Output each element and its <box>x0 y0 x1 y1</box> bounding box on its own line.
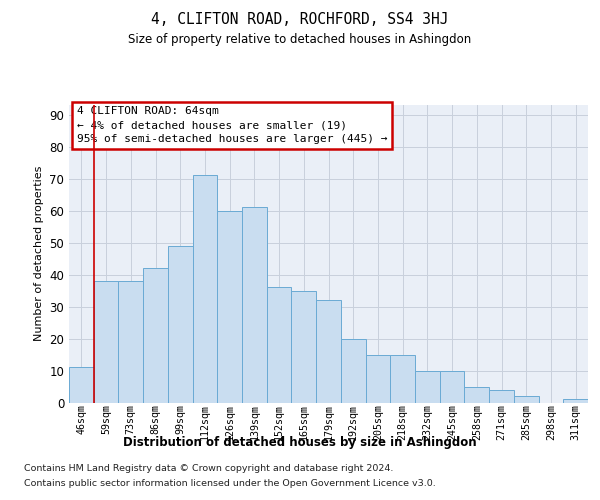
Text: Contains public sector information licensed under the Open Government Licence v3: Contains public sector information licen… <box>24 479 436 488</box>
Bar <box>217 210 242 402</box>
Bar <box>143 268 168 402</box>
Bar <box>118 281 143 402</box>
Bar <box>292 290 316 403</box>
Bar <box>365 354 390 403</box>
Text: 4 CLIFTON ROAD: 64sqm
← 4% of detached houses are smaller (19)
95% of semi-detac: 4 CLIFTON ROAD: 64sqm ← 4% of detached h… <box>77 106 387 144</box>
Y-axis label: Number of detached properties: Number of detached properties <box>34 166 44 342</box>
Text: Distribution of detached houses by size in Ashingdon: Distribution of detached houses by size … <box>123 436 477 449</box>
Bar <box>563 400 588 402</box>
Text: 4, CLIFTON ROAD, ROCHFORD, SS4 3HJ: 4, CLIFTON ROAD, ROCHFORD, SS4 3HJ <box>151 12 449 28</box>
Bar <box>440 370 464 402</box>
Bar <box>390 354 415 403</box>
Bar <box>415 370 440 402</box>
Text: Contains HM Land Registry data © Crown copyright and database right 2024.: Contains HM Land Registry data © Crown c… <box>24 464 394 473</box>
Bar <box>267 288 292 403</box>
Bar <box>489 390 514 402</box>
Bar <box>69 368 94 402</box>
Bar <box>341 338 365 402</box>
Bar <box>242 208 267 402</box>
Bar <box>514 396 539 402</box>
Bar <box>464 386 489 402</box>
Bar <box>94 281 118 402</box>
Bar <box>168 246 193 402</box>
Text: Size of property relative to detached houses in Ashingdon: Size of property relative to detached ho… <box>128 32 472 46</box>
Bar <box>193 176 217 402</box>
Bar <box>316 300 341 402</box>
